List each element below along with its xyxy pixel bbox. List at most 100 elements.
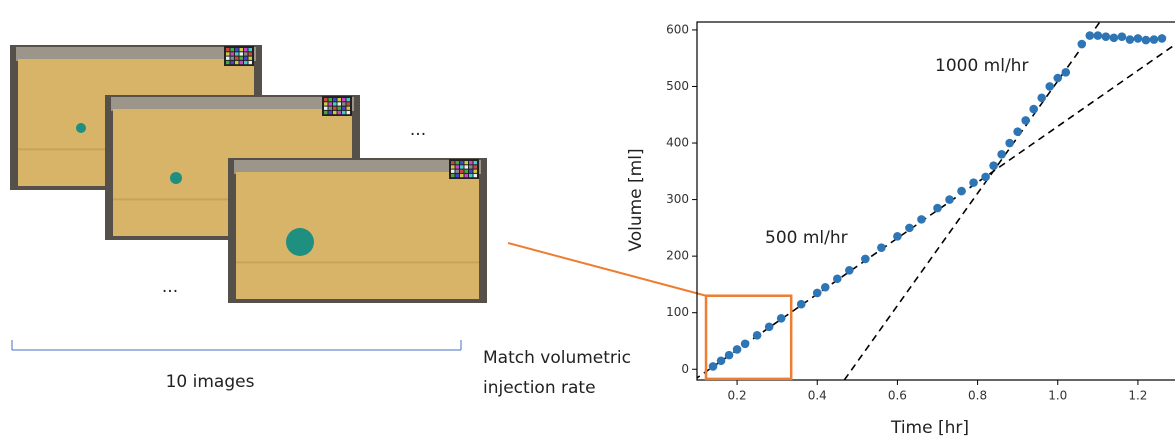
y-axis-label: Volume [ml]: [626, 148, 646, 251]
point: [1101, 32, 1111, 42]
connector-label: injection rate: [483, 378, 596, 398]
photo-top: [16, 47, 256, 61]
point: [1013, 127, 1022, 137]
color-patch: [333, 110, 337, 115]
point: [1077, 39, 1087, 49]
color-patch: [473, 165, 477, 169]
point: [732, 345, 742, 354]
color-patch: [226, 60, 230, 65]
x-tick-label: 1.0: [1048, 389, 1067, 403]
color-patch: [346, 102, 350, 106]
color-patch: [324, 102, 328, 106]
photo-top: [111, 97, 354, 111]
color-patch: [455, 173, 459, 178]
point: [776, 314, 786, 323]
color-patch: [230, 52, 234, 56]
photo-top: [234, 160, 481, 174]
highlight-box: [704, 294, 793, 381]
point: [1005, 138, 1014, 148]
point: [1061, 68, 1071, 77]
color-patch: [464, 169, 468, 173]
y-tick-label: 400: [666, 136, 689, 150]
color-patch: [248, 56, 252, 60]
color-patch: [451, 169, 455, 173]
point: [1037, 93, 1047, 103]
point: [1029, 104, 1038, 114]
color-patch: [244, 56, 248, 60]
point: [957, 186, 966, 196]
color-patch: [248, 60, 252, 65]
point: [724, 350, 734, 360]
point: [1149, 35, 1159, 44]
color-patch: [333, 106, 337, 110]
point: [1133, 34, 1143, 43]
color-patch: [342, 98, 346, 102]
plot-area: [697, 22, 1175, 380]
color-patch: [451, 161, 455, 165]
color-patch: [473, 173, 477, 178]
point: [1093, 31, 1103, 40]
color-patch: [235, 48, 239, 52]
point: [1117, 32, 1127, 42]
point: [1109, 33, 1119, 43]
color-patch: [239, 52, 243, 56]
color-patch: [460, 173, 464, 178]
point: [1021, 116, 1030, 125]
dye-spot: [286, 228, 314, 256]
point: [933, 203, 942, 213]
color-patch: [230, 48, 234, 52]
color-patch: [244, 60, 248, 65]
photo: [228, 158, 487, 303]
color-patch: [342, 110, 346, 115]
point: [1045, 82, 1055, 91]
point: [796, 299, 806, 309]
point: [820, 282, 830, 292]
dye-spot: [76, 123, 86, 133]
point: [945, 195, 954, 204]
point: [877, 243, 886, 252]
point: [832, 274, 842, 284]
y-tick-label: 100: [666, 305, 689, 319]
point: [752, 331, 762, 340]
color-patch: [235, 52, 239, 56]
color-patch: [230, 60, 234, 65]
connector-label: Match volumetric: [483, 348, 631, 368]
color-patch: [469, 161, 473, 165]
point: [861, 254, 870, 264]
y-tick-label: 200: [666, 249, 689, 263]
ellipsis: ...: [410, 120, 426, 140]
x-tick-label: 0.8: [968, 389, 987, 403]
point: [1125, 35, 1135, 44]
color-patch: [226, 52, 230, 56]
color-patch: [460, 169, 464, 173]
annotation: 1000 ml/hr: [935, 56, 1028, 76]
point: [917, 215, 926, 224]
point: [969, 178, 978, 187]
point: [708, 362, 718, 371]
color-patch: [328, 102, 332, 106]
color-patch: [346, 106, 350, 110]
point: [997, 150, 1006, 159]
point: [893, 232, 902, 241]
color-patch: [337, 110, 341, 115]
color-patch: [248, 52, 252, 56]
color-patch: [455, 161, 459, 165]
ellipsis: ...: [162, 277, 178, 297]
point: [1053, 73, 1063, 83]
color-patch: [346, 110, 350, 115]
color-patch: [333, 102, 337, 106]
color-patch: [244, 52, 248, 56]
color-patch: [244, 48, 248, 52]
color-patch: [235, 56, 239, 60]
color-patch: [342, 102, 346, 106]
color-patch: [460, 165, 464, 169]
color-patch: [464, 161, 468, 165]
color-patch: [337, 102, 341, 106]
color-patch: [328, 106, 332, 110]
y-tick-label: 500: [666, 79, 689, 93]
plot-frame: [696, 21, 1175, 381]
color-patch: [248, 48, 252, 52]
color-patch: [328, 110, 332, 115]
color-patch: [469, 165, 473, 169]
